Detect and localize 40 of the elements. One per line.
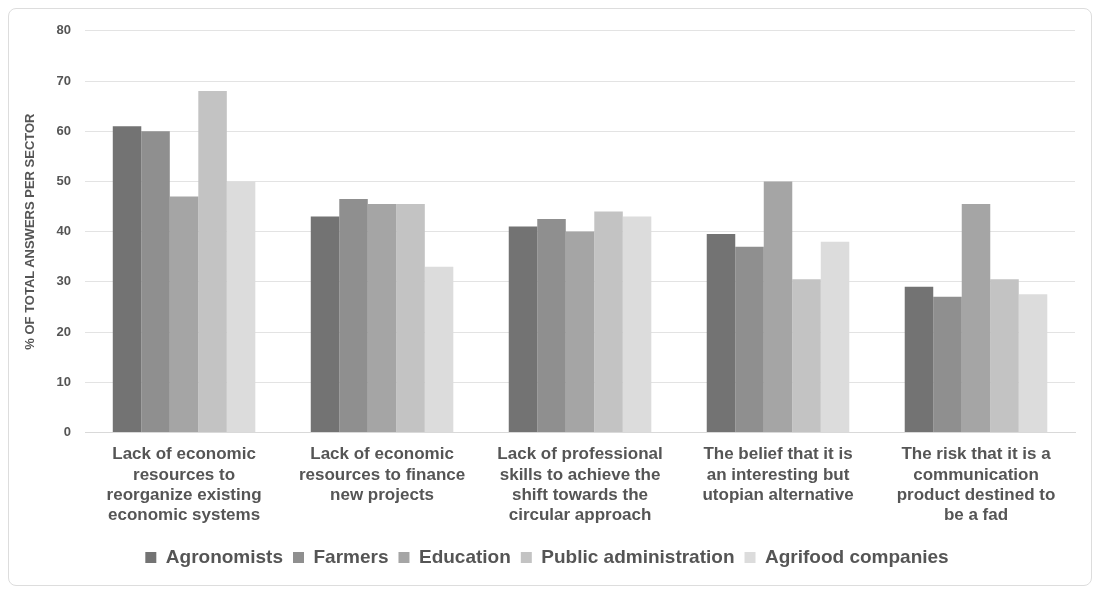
bar (112, 126, 142, 432)
bar (565, 231, 595, 432)
bar (792, 279, 821, 432)
bar (735, 246, 764, 432)
legend-label: Farmers (313, 545, 389, 567)
bar (508, 226, 538, 432)
y-axis-title: % OF TOTAL ANSWERS PER SECTOR (22, 112, 38, 350)
y-tick-label: 10 (56, 373, 72, 389)
y-tick-label: 0 (63, 423, 72, 439)
bar (594, 211, 623, 432)
x-tick-label: Lack of professional skills to achieve the shift towards the circular approach (497, 444, 663, 525)
bar (763, 181, 793, 432)
y-tick-label: 80 (56, 22, 72, 38)
bar (198, 91, 227, 432)
bar (706, 234, 736, 432)
bar (310, 216, 340, 432)
bar (933, 296, 962, 432)
bar (169, 196, 199, 432)
bar (141, 131, 170, 432)
bar (904, 286, 934, 432)
bar (367, 203, 397, 432)
y-tick-label: 60 (56, 122, 72, 138)
bar (339, 198, 368, 432)
y-tick-label: 30 (56, 273, 72, 289)
legend-label: Education (418, 545, 511, 567)
bar (537, 219, 566, 432)
bar (961, 203, 991, 432)
legend-label: Agrifood companies (765, 545, 949, 567)
y-tick-label: 40 (56, 223, 72, 239)
bar (396, 203, 425, 432)
x-tick-label: Lack of economic resources to reorganize existing economic systems (106, 444, 262, 525)
y-tick-label: 50 (56, 172, 72, 188)
legend-label: Public administration (541, 545, 735, 567)
y-tick-label: 70 (56, 72, 72, 88)
legend-label: Agronomists (165, 545, 283, 567)
x-tick-label: The belief that it is an interesting but utopian alternative (702, 444, 854, 505)
x-tick-label: The risk that it is a communication product destined to be a fad (896, 444, 1056, 525)
bar (990, 279, 1019, 432)
x-tick-label: Lack of economic resources to finance new projects (298, 444, 466, 505)
y-tick-label: 20 (56, 323, 72, 339)
